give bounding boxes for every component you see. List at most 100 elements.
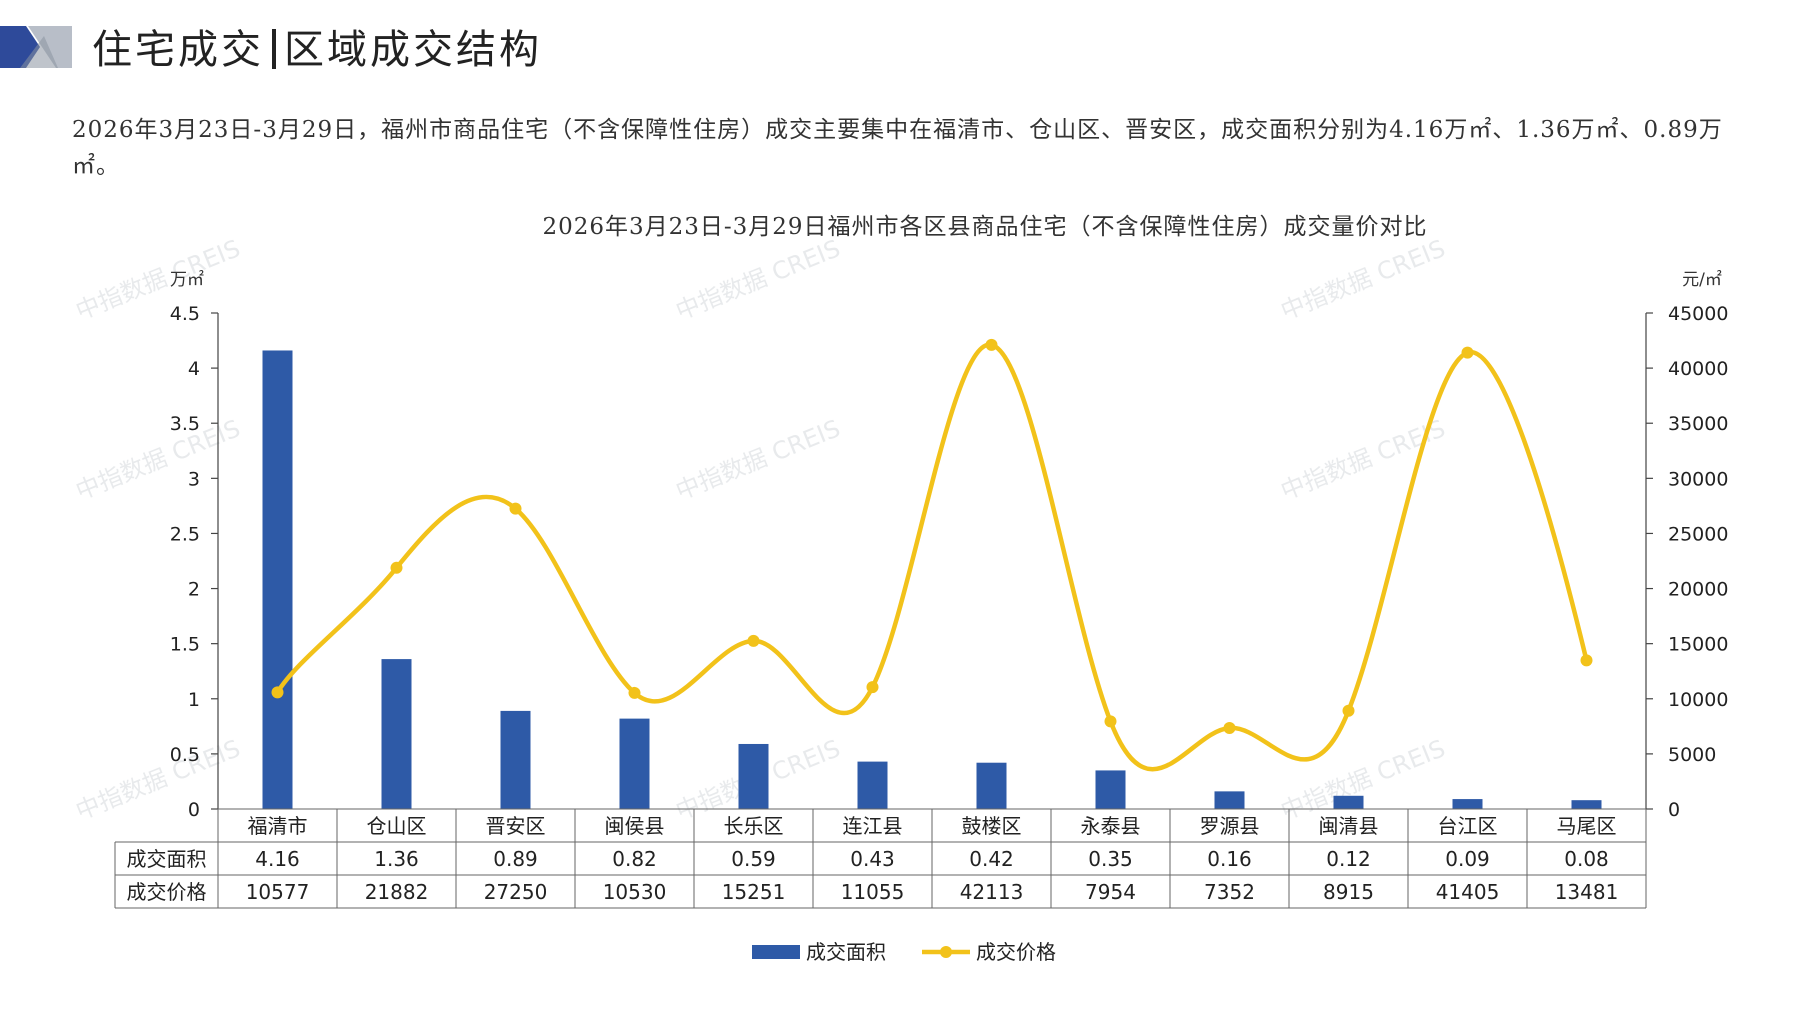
category-label: 永泰县 — [1081, 814, 1141, 838]
data-label: 0.89 — [493, 847, 538, 871]
data-label: 0.59 — [731, 847, 776, 871]
right-axis-unit: 元/㎡ — [1682, 270, 1722, 290]
price-point — [628, 686, 641, 699]
left-tick-label: 3.5 — [170, 413, 200, 435]
right-tick-label: 20000 — [1668, 579, 1728, 601]
data-label: 0.82 — [612, 847, 657, 871]
right-tick-label: 5000 — [1668, 744, 1716, 766]
category-label: 鼓楼区 — [962, 814, 1022, 838]
left-tick-label: 4.5 — [170, 303, 200, 325]
page-title-right: 区域成交结构 — [284, 27, 542, 73]
bar-mark — [1333, 795, 1364, 809]
left-tick-label: 1 — [188, 689, 200, 711]
data-label: 0.43 — [850, 847, 895, 871]
data-label: 11055 — [841, 880, 905, 904]
category-label: 福清市 — [248, 814, 308, 838]
price-line — [275, 342, 1589, 772]
left-tick-label: 2 — [188, 579, 200, 601]
watermark-text: 中指数据 CREIS — [1277, 414, 1449, 505]
left-tick-label: 1.5 — [170, 634, 200, 656]
data-label: 0.35 — [1088, 847, 1133, 871]
price-point — [747, 634, 760, 647]
header-decoration-icon — [0, 26, 72, 68]
price-point — [271, 686, 284, 699]
watermark-text: 中指数据 CREIS — [1277, 234, 1449, 325]
bar-mark — [1095, 770, 1126, 809]
data-table: 福清市 仓山区 晋安区 闽侯县 长乐区 连江县 鼓楼区 永泰县 罗源县 闽清县 台江区 马尾区成交面积… — [114, 808, 1647, 909]
data-label: 15251 — [722, 880, 786, 904]
bar-mark — [381, 659, 412, 809]
left-tick-label: 3 — [188, 468, 200, 490]
legend-line-marker — [940, 946, 952, 958]
bar-mark — [1571, 800, 1602, 809]
category-label: 闽清县 — [1319, 814, 1379, 838]
category-label: 长乐区 — [724, 814, 784, 838]
data-label: 8915 — [1323, 880, 1374, 904]
price-point — [866, 681, 879, 694]
data-label: 0.42 — [969, 847, 1014, 871]
data-label: 0.16 — [1207, 847, 1252, 871]
category-label: 马尾区 — [1557, 814, 1617, 838]
price-point — [1104, 715, 1117, 728]
data-label: 4.16 — [255, 847, 300, 871]
price-point — [1342, 704, 1355, 717]
right-tick-label: 30000 — [1668, 468, 1728, 490]
watermark-text: 中指数据 CREIS — [672, 414, 844, 505]
line-series — [271, 338, 1593, 772]
data-label: 0.09 — [1445, 847, 1490, 871]
table-row-label: 成交面积 — [127, 847, 207, 871]
title-divider — [272, 29, 276, 69]
price-point — [509, 502, 522, 515]
right-tick-label: 10000 — [1668, 689, 1728, 711]
data-label: 1.36 — [374, 847, 419, 871]
data-label: 10577 — [246, 880, 310, 904]
chart-title: 2026年3月23日-3月29日福州市各区县商品住宅（不含保障性住房）成交量价对… — [542, 214, 1427, 240]
category-label: 闽侯县 — [605, 814, 665, 838]
left-tick-label: 0.5 — [170, 744, 200, 766]
left-tick-label: 2.5 — [170, 523, 200, 545]
data-label: 7954 — [1085, 880, 1136, 904]
data-label: 0.12 — [1326, 847, 1371, 871]
price-point — [985, 338, 998, 351]
price-point — [1580, 654, 1593, 667]
bar-series — [262, 350, 1602, 809]
watermark-text: 中指数据 CREIS — [672, 234, 844, 325]
bar-mark — [857, 761, 888, 809]
right-tick-label: 45000 — [1668, 303, 1728, 325]
right-tick-label: 35000 — [1668, 413, 1728, 435]
category-label: 晋安区 — [486, 814, 546, 838]
data-label: 21882 — [365, 880, 429, 904]
right-tick-label: 25000 — [1668, 523, 1728, 545]
bar-mark — [1214, 791, 1245, 809]
data-label: 7352 — [1204, 880, 1255, 904]
legend-label: 成交面积 — [806, 940, 886, 964]
bar-mark — [976, 762, 1007, 809]
table-row-label: 成交价格 — [127, 880, 207, 904]
price-point — [1461, 346, 1474, 359]
chart: 中指数据 CREIS 中指数据 CREIS 中指数据 CREIS 中指数据 CREIS… — [72, 214, 1729, 964]
price-point — [1223, 721, 1236, 734]
bar-mark — [738, 743, 769, 809]
right-tick-label: 15000 — [1668, 634, 1728, 656]
page-title-left: 住宅成交 — [92, 27, 264, 73]
bar-mark — [619, 718, 650, 809]
legend-bar-swatch-icon — [752, 945, 800, 959]
category-label: 台江区 — [1438, 814, 1498, 838]
left-tick-label: 0 — [188, 799, 200, 821]
left-tick-label: 4 — [188, 358, 200, 380]
data-label: 41405 — [1436, 880, 1500, 904]
bar-mark — [500, 710, 531, 809]
category-label: 罗源县 — [1200, 814, 1260, 838]
bar-mark — [262, 350, 293, 809]
data-label: 42113 — [960, 880, 1024, 904]
bar-mark — [1452, 799, 1483, 809]
price-point — [390, 561, 403, 574]
data-label: 0.08 — [1564, 847, 1609, 871]
data-label: 13481 — [1555, 880, 1619, 904]
page-title: 住宅成交 区域成交结构 — [92, 22, 542, 78]
legend: 成交面积 成交价格 — [752, 940, 1056, 964]
watermark-text: 中指数据 CREIS — [72, 234, 244, 325]
data-label: 27250 — [484, 880, 548, 904]
data-label: 10530 — [603, 880, 667, 904]
category-label: 连江县 — [843, 814, 903, 838]
